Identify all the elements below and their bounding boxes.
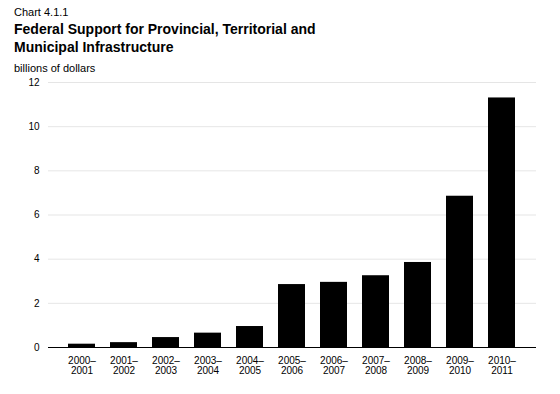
svg-text:10: 10 — [28, 121, 40, 132]
svg-text:2008–2009: 2008–2009 — [404, 355, 432, 376]
svg-text:2: 2 — [34, 298, 40, 309]
svg-text:2000–2001: 2000–2001 — [68, 355, 96, 376]
svg-text:2009–2010: 2009–2010 — [446, 355, 474, 376]
svg-text:8: 8 — [34, 165, 40, 176]
svg-text:6: 6 — [34, 209, 40, 220]
svg-text:12: 12 — [28, 77, 40, 88]
svg-text:2004–2005: 2004–2005 — [236, 355, 264, 376]
svg-text:2003–2004: 2003–2004 — [194, 355, 222, 376]
svg-text:2002–2003: 2002–2003 — [152, 355, 180, 376]
svg-text:2006–2007: 2006–2007 — [320, 355, 348, 376]
svg-text:2005–2006: 2005–2006 — [278, 355, 306, 376]
svg-text:2007–2008: 2007–2008 — [362, 355, 390, 376]
svg-text:0: 0 — [34, 342, 40, 353]
svg-text:2001–2002: 2001–2002 — [110, 355, 138, 376]
svg-text:4: 4 — [34, 253, 40, 264]
svg-text:2010–2011: 2010–2011 — [488, 355, 516, 376]
html-text:Chart 4.1.1: Chart 4.1.1 — [14, 6, 69, 18]
html-text:Federal Support for Provincial: Federal Support for Provincial, Territor… — [14, 21, 316, 55]
html-text:billions of dollars: billions of dollars — [14, 62, 96, 74]
